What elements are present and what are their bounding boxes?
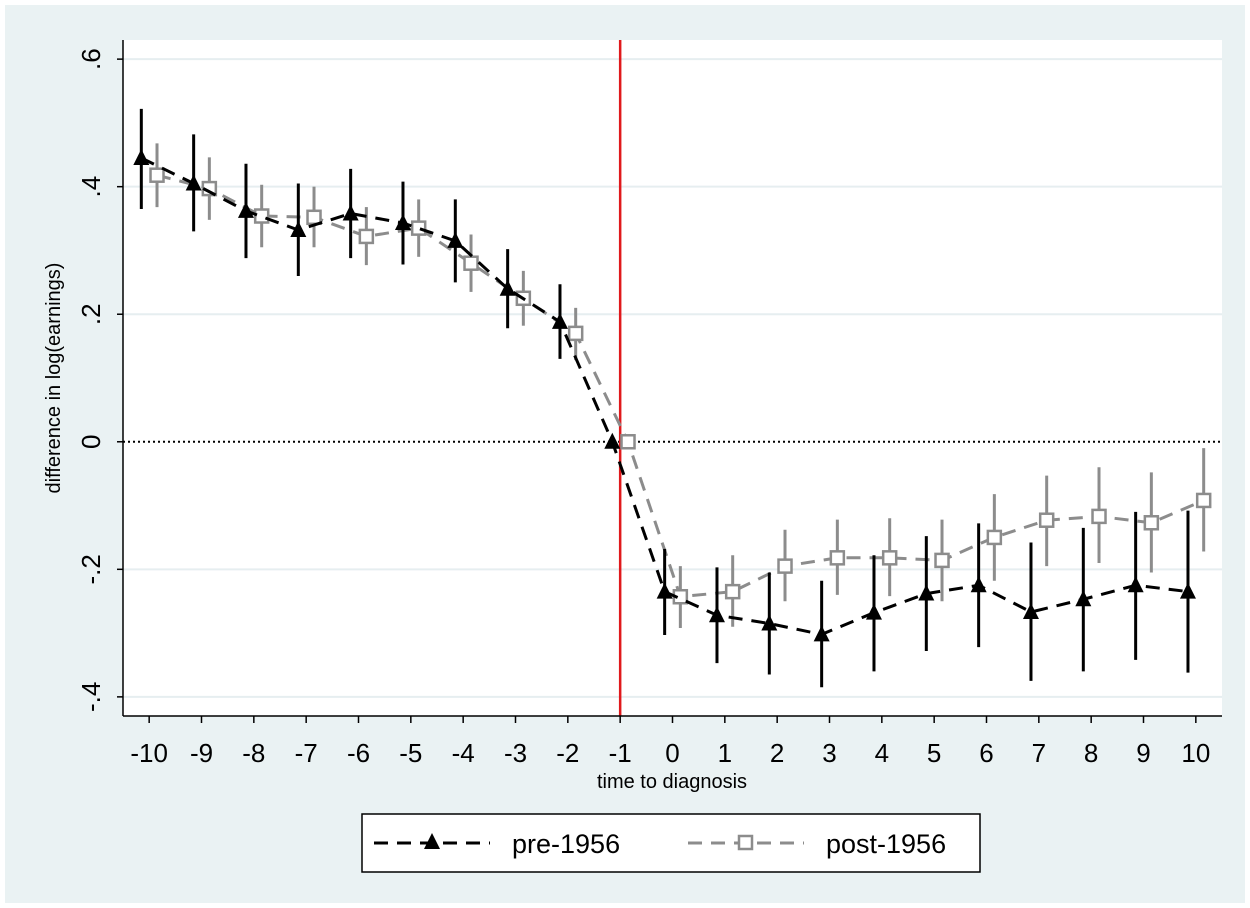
x-tick-label: 1 bbox=[718, 738, 732, 768]
data-point-pre-1956 bbox=[813, 625, 830, 642]
data-point-post-1956 bbox=[724, 583, 741, 600]
data-point-post-1956 bbox=[1038, 512, 1055, 528]
x-tick-label: -7 bbox=[295, 738, 318, 768]
data-point-post-1956 bbox=[986, 529, 1003, 546]
x-tick-label: 8 bbox=[1084, 738, 1098, 768]
x-tick-label: -2 bbox=[556, 738, 579, 768]
x-tick-label: 4 bbox=[875, 738, 889, 768]
data-point-post-1956 bbox=[149, 167, 165, 183]
x-axis-title: time to diagnosis bbox=[597, 771, 747, 793]
data-point-post-1956 bbox=[463, 255, 479, 271]
data-point-pre-1956 bbox=[551, 312, 568, 329]
series-line-pre-1956 bbox=[140, 156, 1189, 636]
x-tick-label: -1 bbox=[609, 738, 632, 768]
x-tick-label: -5 bbox=[399, 738, 422, 768]
data-point-pre-1956 bbox=[394, 214, 411, 231]
legend-marker-pre-1956 bbox=[424, 833, 440, 849]
data-point-pre-1956 bbox=[970, 576, 987, 593]
data-point-pre-1956 bbox=[656, 582, 673, 599]
data-point-pre-1956 bbox=[290, 221, 307, 238]
data-point-pre-1956 bbox=[865, 603, 882, 620]
x-tick-label: 9 bbox=[1136, 738, 1150, 768]
data-point-pre-1956 bbox=[185, 174, 202, 191]
data-point-pre-1956 bbox=[1075, 590, 1092, 607]
data-point-pre-1956 bbox=[708, 606, 725, 623]
data-point-post-1956 bbox=[1195, 492, 1212, 509]
data-point-pre-1956 bbox=[133, 148, 150, 165]
x-tick-label: -10 bbox=[130, 738, 168, 768]
x-tick-label: -8 bbox=[242, 738, 265, 768]
data-point-pre-1956 bbox=[1022, 603, 1039, 620]
data-point-post-1956 bbox=[410, 220, 427, 236]
reference-lines bbox=[123, 40, 1222, 716]
data-point-pre-1956 bbox=[237, 201, 254, 218]
data-point-post-1956 bbox=[620, 434, 636, 450]
y-axis-title: difference in log(earnings) bbox=[43, 263, 65, 494]
data-point-post-1956 bbox=[567, 325, 584, 342]
legend: pre-1956 post-1956 bbox=[361, 813, 981, 873]
data-point-pre-1956 bbox=[761, 614, 778, 631]
legend-label-pre-1956: pre-1956 bbox=[512, 829, 620, 859]
data-point-post-1956 bbox=[829, 550, 846, 566]
data-point-post-1956 bbox=[306, 209, 322, 226]
x-tick-label: 7 bbox=[1032, 738, 1046, 768]
data-point-pre-1956 bbox=[918, 584, 935, 601]
legend-box bbox=[361, 813, 981, 873]
y-tick-label: -.2 bbox=[76, 554, 106, 584]
x-tick-label: -9 bbox=[190, 738, 213, 768]
x-tick-label: -4 bbox=[452, 738, 475, 768]
data-point-post-1956 bbox=[253, 208, 270, 224]
x-tick-label: 3 bbox=[822, 738, 836, 768]
data-point-post-1956 bbox=[777, 558, 793, 574]
x-tick-label: -6 bbox=[347, 738, 370, 768]
y-tick-label: .2 bbox=[76, 303, 106, 325]
axes: .6.4.20-.2-.4-10 -9 -8 -7 -6 -5 -4 -3 -2 -1 0 1 2 3 4 5… bbox=[76, 40, 1222, 768]
x-tick-label: 5 bbox=[927, 738, 941, 768]
data-point-post-1956 bbox=[881, 550, 898, 566]
gridlines bbox=[123, 58, 1222, 698]
x-tick-label: 0 bbox=[665, 738, 679, 768]
x-tick-label: 10 bbox=[1181, 738, 1210, 768]
data-point-pre-1956 bbox=[1179, 582, 1196, 599]
data-point-pre-1956 bbox=[342, 204, 359, 221]
data-point-pre-1956 bbox=[604, 432, 621, 449]
data-point-post-1956 bbox=[934, 552, 950, 569]
x-tick-label: 2 bbox=[770, 738, 784, 768]
y-tick-label: 0 bbox=[76, 435, 106, 449]
data-point-post-1956 bbox=[358, 228, 375, 245]
data-point-pre-1956 bbox=[447, 231, 464, 248]
y-tick-label: .4 bbox=[76, 176, 106, 198]
plot-area bbox=[123, 40, 1222, 716]
y-tick-label: .6 bbox=[76, 48, 106, 70]
data-point-post-1956 bbox=[1143, 515, 1160, 531]
series-layer bbox=[133, 108, 1212, 688]
y-tick-label: -.4 bbox=[76, 682, 106, 712]
data-point-pre-1956 bbox=[499, 279, 516, 296]
legend-label-post-1956: post-1956 bbox=[826, 829, 946, 859]
legend-marker-post-1956 bbox=[737, 834, 754, 851]
x-tick-label: -3 bbox=[504, 738, 527, 768]
data-point-post-1956 bbox=[1091, 508, 1107, 525]
data-point-pre-1956 bbox=[1127, 576, 1144, 593]
x-tick-label: 6 bbox=[979, 738, 993, 768]
